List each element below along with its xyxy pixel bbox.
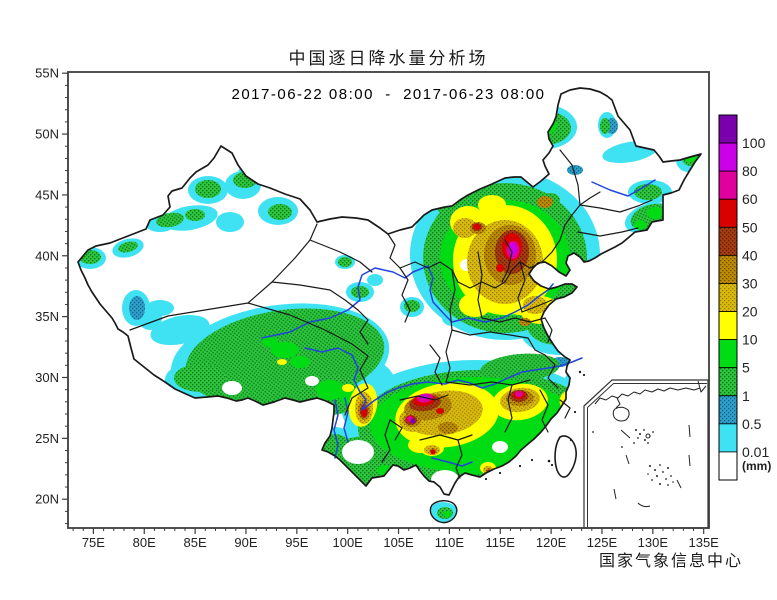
colorbar-segment <box>718 254 738 284</box>
coastal-islets <box>484 370 586 481</box>
lat-tick-label: 50N <box>35 127 59 142</box>
china-outline <box>77 87 702 496</box>
colorbar-segment <box>718 142 738 172</box>
inset-dash-line <box>613 488 617 500</box>
colorbar-segment <box>718 395 738 425</box>
colorbar-segment <box>718 198 738 228</box>
lon-tick-label: 85E <box>184 535 207 550</box>
inset-dash-line <box>676 479 682 489</box>
colorbar-level-label: 10 <box>742 332 758 348</box>
yangtze-river <box>304 347 583 411</box>
lon-tick-label: 95E <box>285 535 308 550</box>
colorbar-level-label: 80 <box>742 163 758 179</box>
lon-tick-label: 90E <box>234 535 257 550</box>
inset-dash-line <box>688 424 691 438</box>
pearl-river <box>431 457 473 467</box>
songhua-river <box>591 179 656 197</box>
southwest-river-2 <box>343 397 349 443</box>
lat-tick-label: 55N <box>35 66 59 81</box>
lat-tick-label: 35N <box>35 309 59 324</box>
date-range-subtitle: 2017-06-22 08:00 - 2017-06-23 08:00 <box>231 86 546 103</box>
colorbar-level-label: 0.01 <box>742 444 769 460</box>
colorbar-level-label: 20 <box>742 304 758 320</box>
southwest-river <box>333 399 339 459</box>
page-title: 中国逐日降水量分析场 <box>288 49 489 68</box>
axes-layer: 55N 50N 45N 40N 35N 30N 25N 20N 75E 80E 85E 90E 95E 1… <box>35 66 719 550</box>
colorbar-level-label: 1 <box>742 388 750 404</box>
lon-tick-label: 130E <box>638 535 669 550</box>
colorbar-unit-label: (mm) <box>742 459 771 473</box>
colorbar-level-label: 5 <box>742 360 750 376</box>
colorbar-segment <box>718 311 738 341</box>
lat-tick-label: 45N <box>35 187 59 202</box>
lon-tick-label: 115E <box>486 535 516 550</box>
yellow-river <box>261 265 554 339</box>
colorbar-level-label: 40 <box>742 247 758 263</box>
lon-tick-label: 125E <box>587 535 618 550</box>
lon-tick-label: 100E <box>332 535 363 550</box>
inset-coastline <box>594 387 701 405</box>
colorbar-level-label: 50 <box>742 219 758 235</box>
inset-hainan <box>612 406 630 422</box>
rivers-layer <box>261 179 656 467</box>
colorbar-level-label: 0.5 <box>742 416 762 432</box>
lat-tick-label: 30N <box>35 370 59 385</box>
colorbar-segment <box>718 339 738 369</box>
boundaries-layer <box>77 87 702 524</box>
inset-taiwan-corner <box>697 380 707 393</box>
inset-dash-line <box>620 429 631 439</box>
colorbar-segment <box>718 226 738 256</box>
colorbar-segment <box>718 283 738 312</box>
colorbar-level-label: 100 <box>742 135 766 151</box>
lat-tick-label: 40N <box>35 248 59 263</box>
colorbar-level-label: 60 <box>742 191 758 207</box>
colorbar-segment <box>718 451 738 481</box>
inset-dash-line <box>688 454 691 467</box>
colorbar-segment <box>718 367 738 397</box>
hainan-island <box>429 500 458 524</box>
lon-tick-label: 135E <box>688 535 719 550</box>
inset-map-south-china-sea <box>583 379 709 529</box>
lon-tick-label: 105E <box>383 535 414 550</box>
lon-tick-label: 120E <box>536 535 567 550</box>
colorbar-legend: 100 80 60 50 40 30 20 10 5 1 0.5 0.01(mm) <box>718 114 771 481</box>
colorbar-segment <box>718 114 738 144</box>
lat-tick-label: 20N <box>35 492 59 507</box>
inset-dash-line <box>637 502 651 508</box>
province-borders <box>129 149 653 479</box>
inset-dash-line <box>625 454 630 465</box>
lon-tick-label: 110E <box>435 535 465 550</box>
lat-tick-label: 25N <box>35 431 59 446</box>
colorbar-level-label: 30 <box>742 275 758 291</box>
colorbar-segment <box>718 170 738 200</box>
lon-tick-label: 75E <box>82 535 105 550</box>
lon-tick-label: 80E <box>133 535 156 550</box>
inset-island-dots <box>592 429 674 486</box>
attribution: 国家气象信息中心 <box>598 553 743 570</box>
colorbar-segment <box>718 423 738 453</box>
